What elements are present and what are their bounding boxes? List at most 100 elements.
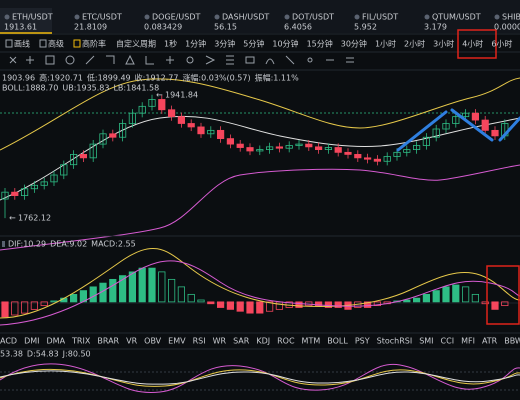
candle-body	[119, 123, 127, 138]
indicator-tab[interactable]: DMI	[24, 337, 39, 346]
ohlc-info[interactable]: 高:1920.71	[39, 73, 83, 83]
ticker-symbol[interactable]: QTUM/USDT	[432, 13, 481, 22]
ohlc-info[interactable]: 1903.96	[2, 74, 35, 83]
indicator-tab[interactable]: MTM	[302, 337, 321, 346]
arrow: ←	[156, 90, 163, 99]
macd-label[interactable]: DEA:9.02	[50, 240, 87, 249]
ticker-symbol[interactable]: DASH/USDT	[222, 13, 269, 22]
period-button[interactable]: 1分钟	[185, 39, 206, 49]
indicator-tab[interactable]: BBW	[504, 337, 520, 346]
period-button[interactable]: 2小时	[404, 39, 425, 49]
macd-label[interactable]: MACD:2.55	[91, 240, 136, 249]
candle-body	[285, 145, 293, 149]
indicator-tab[interactable]: ROC	[277, 337, 295, 346]
macd-histogram	[1, 267, 509, 318]
ticker-symbol[interactable]: SHIB/USDT	[502, 13, 520, 22]
candle-body	[128, 112, 136, 124]
boll-info[interactable]: UB:1935.83	[62, 84, 109, 93]
candle-body	[177, 116, 185, 124]
ticker-icon	[144, 14, 150, 20]
candle-body	[383, 156, 391, 162]
period-button[interactable]: 3小时	[433, 39, 454, 49]
candle-body	[442, 123, 450, 130]
ohlc-info[interactable]: 低:1899.49	[87, 73, 131, 83]
candle-body	[432, 128, 440, 138]
ticker-symbol[interactable]: ETH/USDT	[12, 13, 53, 22]
ticker-icon	[424, 14, 430, 20]
macd-bar	[501, 301, 509, 307]
trend-lines[interactable]	[396, 108, 520, 152]
candle-body	[354, 154, 362, 159]
boll-bands	[0, 77, 520, 251]
indicator-tab[interactable]: VR	[126, 337, 137, 346]
indicator-tab[interactable]: BOLL	[327, 337, 348, 346]
macd-bar	[89, 286, 97, 303]
indicator-tab[interactable]: BRAR	[97, 337, 119, 346]
indicator-tab[interactable]: ACD	[0, 337, 17, 346]
ticker-icon	[354, 14, 360, 20]
period-button[interactable]: 1小时	[375, 39, 396, 49]
tool-button[interactable]: 高级	[48, 39, 64, 49]
kdj-info[interactable]: 53.38	[0, 350, 23, 359]
indicator-tab[interactable]: TRIX	[71, 337, 91, 346]
period-button[interactable]: 5分钟	[243, 39, 264, 49]
candle-body	[99, 133, 107, 145]
period-button[interactable]: 10分钟	[272, 39, 298, 49]
indicator-tab[interactable]: SAR	[233, 337, 250, 346]
indicator-tab[interactable]: OBV	[144, 337, 162, 346]
candle-body	[403, 149, 411, 153]
boll-info[interactable]: LB:1841.58	[113, 84, 159, 93]
tool-button[interactable]: 高阶率	[82, 39, 106, 49]
macd-label[interactable]: DIF:10.29	[8, 240, 46, 249]
macd-bar	[167, 278, 176, 303]
macd-bar	[216, 301, 225, 308]
active-ticker-bg	[0, 8, 52, 33]
ticker-symbol[interactable]: DOT/USDT	[292, 13, 334, 22]
indicator-tab[interactable]: StochRSI	[377, 337, 413, 346]
kdj-info[interactable]: D:54.83	[27, 350, 59, 359]
indicator-tab[interactable]: CCI	[441, 337, 455, 346]
period-button[interactable]: 1秒	[164, 39, 177, 49]
indicator-tab[interactable]: DMA	[47, 337, 66, 346]
ticker-price: 21.8109	[74, 23, 107, 32]
candle-body	[70, 154, 78, 166]
indicator-tab[interactable]: ATR	[482, 337, 498, 346]
boll-info[interactable]: BOLL:1888.70	[2, 84, 58, 93]
candle-body	[334, 147, 342, 153]
macd-bar	[207, 301, 215, 305]
indicator-tab[interactable]: KDJ	[256, 337, 270, 346]
ticker-symbol[interactable]: ETC/USDT	[82, 13, 122, 22]
indicator-tab[interactable]: MFI	[461, 337, 475, 346]
tool-icons[interactable]	[9, 54, 354, 65]
period-button[interactable]: 4小时	[462, 39, 483, 49]
candle-body	[265, 146, 274, 150]
period-button[interactable]: 30分钟	[341, 39, 367, 49]
ohlc-info[interactable]: 收:1912.77	[135, 73, 179, 83]
kdj-info[interactable]: J:80.50	[62, 350, 91, 359]
candles	[1, 94, 509, 219]
ohlc-info[interactable]: 涨幅:0.03%(0.57)	[182, 73, 250, 83]
ticker-symbol[interactable]: DOGE/USDT	[152, 13, 201, 22]
period-button[interactable]: 自定义周期	[116, 39, 156, 49]
ohlc-info[interactable]: 振幅:1.11%	[255, 73, 300, 83]
macd-bar	[1, 301, 9, 318]
kdj-lines	[0, 363, 520, 393]
ticker-bar	[0, 0, 520, 33]
macd-bar	[11, 301, 19, 316]
period-button[interactable]: 15分钟	[307, 39, 333, 49]
candle-body	[40, 181, 48, 186]
macd-bar	[432, 290, 440, 303]
indicator-tab[interactable]: SMI	[419, 337, 433, 346]
macd-icon	[2, 241, 5, 247]
ticker-icon	[4, 14, 10, 20]
tool-button[interactable]: 画线	[14, 39, 30, 49]
period-button[interactable]: 6小时	[491, 39, 512, 49]
indicator-tab[interactable]: WR	[213, 337, 227, 346]
candle-body	[167, 109, 176, 118]
candle-body	[452, 116, 460, 124]
indicator-tab[interactable]: RSI	[193, 337, 206, 346]
ticker-symbol[interactable]: FIL/USDT	[362, 13, 398, 22]
period-button[interactable]: 3分钟	[214, 39, 235, 49]
indicator-tab[interactable]: PSY	[355, 337, 370, 346]
indicator-tab[interactable]: EMV	[168, 337, 186, 346]
